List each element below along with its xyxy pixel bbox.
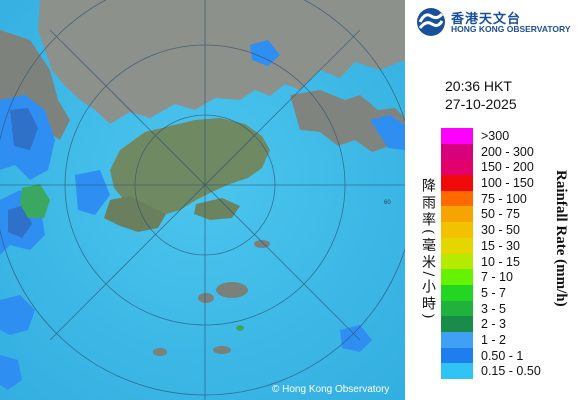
radar-map-graphic: 60 [0,0,405,400]
legend-swatch [441,206,473,223]
island-far-south [153,348,167,356]
timestamp-date: 27-10-2025 [445,96,517,112]
legend-panel: 香港天文台 HONG KONG OBSERVATORY 20:36 HKT 27… [405,0,577,400]
observatory-logo: 香港天文台 HONG KONG OBSERVATORY [415,6,575,38]
legend-label: >300 [481,129,510,143]
legend-label: 10 - 15 [481,254,520,269]
mainland-east-coast [290,90,405,152]
hong-kong-land [110,118,270,216]
observatory-logo-icon [417,8,445,36]
legend-swatch [441,253,473,270]
legend-label: 150 - 200 [481,160,534,175]
radar-map: 60 © Hong Kong Observatory [0,0,405,400]
island-east [254,240,270,248]
legend-swatch [441,190,473,207]
org-name-cn: 香港天文台 [451,12,522,27]
copyright-text: © Hong Kong Observatory [272,384,390,395]
island-far-south-2 [213,346,231,354]
legend-title-cn: 降雨率(毫米/小時) [420,178,436,322]
legend-swatch [441,347,473,364]
hk-island [194,198,240,220]
legend-label: 3 - 5 [481,301,507,316]
legend-swatch [441,331,473,348]
legend-swatch [441,222,473,238]
legend-label: 2 - 3 [481,317,507,332]
mainland-landmass [38,0,405,124]
legend-label: 75 - 100 [481,191,527,206]
legend-swatch [441,284,473,301]
org-name-en: HONG KONG OBSERVATORY [451,24,571,34]
legend-label: 100 - 150 [481,176,534,191]
legend-swatch [441,159,473,176]
legend-title-en: Rainfall Rate (mm/h) [553,170,569,307]
legend-label: 0.15 - 0.50 [481,364,541,379]
legend-label: 1 - 2 [481,332,507,347]
legend-swatch [441,363,473,379]
legend-label: 0.50 - 1 [481,348,524,363]
rain-echo-green [20,184,244,331]
legend-swatch [441,269,473,285]
island-south [216,282,248,298]
legend-swatch [441,300,473,317]
legend-label: 30 - 50 [481,223,520,238]
legend-swatch [441,175,473,191]
legend-swatch [441,143,473,160]
range-rings [0,0,405,400]
island-south-2 [198,293,214,303]
timestamp-time: 20:36 HKT [445,78,512,94]
legend-label: 15 - 30 [481,238,520,253]
legend-label: 5 - 7 [481,285,507,300]
legend-swatch [441,128,473,144]
lantau-island [104,196,166,232]
legend-swatch [441,316,473,332]
legend-swatch [441,237,473,254]
range-ring-label: 60 [384,200,391,206]
legend-label: 200 - 300 [481,144,534,159]
legend-label: 50 - 75 [481,207,520,222]
legend-label: 7 - 10 [481,270,513,285]
